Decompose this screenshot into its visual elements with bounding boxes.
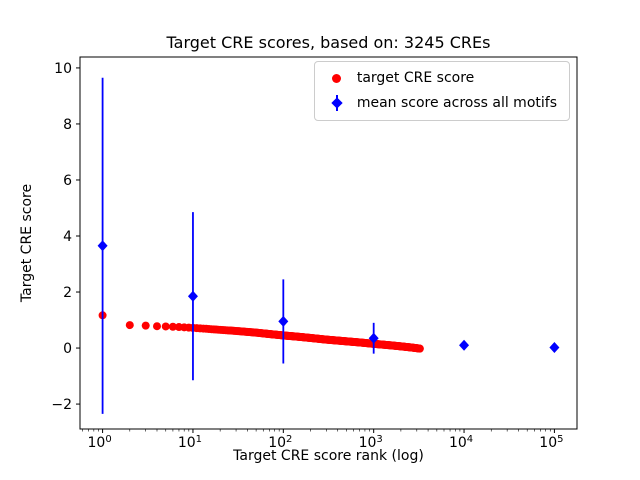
y-axis-label: Target CRE score bbox=[19, 183, 35, 303]
x-axis-label: Target CRE score rank (log) bbox=[233, 448, 424, 464]
svg-text:2: 2 bbox=[63, 285, 72, 301]
diamond-marker-icon bbox=[323, 94, 351, 112]
legend: target CRE score mean score across all m… bbox=[313, 61, 570, 121]
svg-text:−2: −2 bbox=[51, 397, 72, 413]
svg-text:6: 6 bbox=[63, 173, 72, 189]
y-axis-ticks: −2 0 2 4 6 8 10 bbox=[51, 61, 80, 413]
series-target-cre-score bbox=[98, 311, 424, 353]
legend-label-mean-score: mean score across all motifs bbox=[356, 95, 557, 111]
svg-text:4: 4 bbox=[63, 229, 72, 245]
axes-frame bbox=[79, 56, 578, 430]
svg-text:10: 10 bbox=[54, 61, 72, 77]
legend-item-mean-score: mean score across all motifs bbox=[323, 94, 557, 112]
circle-marker-icon bbox=[323, 73, 351, 83]
chart-title: Target CRE scores, based on: 3245 CREs bbox=[166, 33, 491, 52]
x-axis-minor-ticks bbox=[82, 429, 551, 432]
svg-text:0: 0 bbox=[63, 341, 72, 357]
blue-diamond-icon bbox=[331, 97, 343, 109]
legend-item-target-score: target CRE score bbox=[323, 70, 557, 86]
red-dot-icon bbox=[332, 73, 342, 83]
series-mean-score bbox=[97, 77, 560, 414]
legend-label-target-score: target CRE score bbox=[356, 70, 475, 86]
errorbar-marker-icon bbox=[330, 94, 344, 112]
svg-text:8: 8 bbox=[63, 117, 72, 133]
